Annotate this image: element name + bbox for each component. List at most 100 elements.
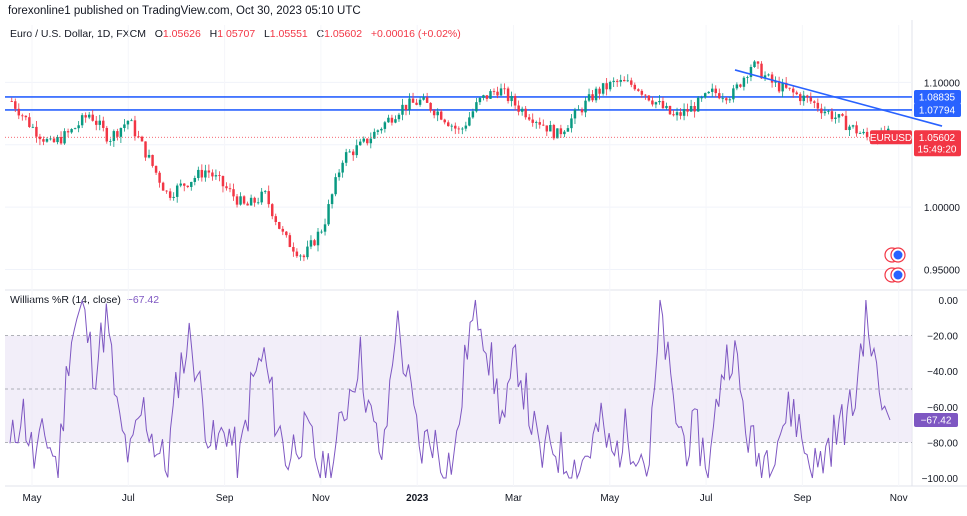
candle-body xyxy=(584,100,587,113)
candle-body xyxy=(450,125,453,127)
candle-body xyxy=(799,94,802,102)
candle-body xyxy=(207,170,211,173)
candle-body xyxy=(478,97,482,103)
close-value: 1.05602 xyxy=(324,28,363,40)
candle-body xyxy=(214,175,218,177)
candle-body xyxy=(566,128,570,132)
candle-body xyxy=(249,197,253,206)
time-tick-label: May xyxy=(600,493,619,504)
candle-body xyxy=(439,111,443,120)
williams-tick-label: −60.00 xyxy=(927,403,958,414)
candle-body xyxy=(376,130,380,132)
candle-body xyxy=(415,102,418,105)
open-label: O xyxy=(154,28,163,40)
candle-body xyxy=(87,114,91,118)
candle-body xyxy=(140,136,144,142)
candle-body xyxy=(774,81,777,83)
candle-body xyxy=(278,221,281,229)
candle-body xyxy=(753,61,756,68)
candle-body xyxy=(665,105,668,109)
candle-body xyxy=(570,118,573,129)
candle-body xyxy=(98,120,101,125)
candle-body xyxy=(309,240,313,247)
candle-body xyxy=(235,196,239,205)
candle-body xyxy=(351,151,355,156)
candle-body xyxy=(651,100,654,105)
candle-body xyxy=(682,109,686,116)
candle-body xyxy=(158,172,161,183)
candle-body xyxy=(668,105,672,115)
candle-body xyxy=(221,176,225,187)
candle-body xyxy=(422,97,425,100)
horizontal-level-label: 1.07794 xyxy=(919,105,956,116)
candle-body xyxy=(334,177,337,195)
time-tick-label: Sep xyxy=(216,493,234,504)
candle-body xyxy=(281,228,285,232)
candle-body xyxy=(344,152,348,163)
candle-body xyxy=(425,97,429,103)
candle-body xyxy=(813,101,816,103)
candle-body xyxy=(788,87,791,89)
time-tick-label: Jul xyxy=(122,493,135,504)
candle-body xyxy=(693,106,696,112)
candle-body xyxy=(323,224,327,232)
high-value: 1.05707 xyxy=(217,28,256,40)
candle-body xyxy=(591,94,594,101)
candle-body xyxy=(116,131,119,137)
candle-body xyxy=(559,128,563,135)
candle-body xyxy=(165,190,168,192)
candle-body xyxy=(457,128,461,130)
publisher-line: forexonline1 published on TradingView.co… xyxy=(8,5,361,17)
candle-body xyxy=(320,231,323,233)
candle-body xyxy=(531,119,534,123)
candle-body xyxy=(119,128,123,137)
williams-name: Williams %R (14, close) xyxy=(10,294,121,306)
candle-body xyxy=(401,104,404,115)
candle-body xyxy=(806,95,809,98)
candle-body xyxy=(851,125,855,127)
price-tick-label: 1.10000 xyxy=(924,78,961,89)
candle-body xyxy=(411,98,415,103)
candle-body xyxy=(482,95,485,98)
candle-body xyxy=(337,172,341,178)
candle-body xyxy=(601,83,605,94)
candle-body xyxy=(721,98,725,100)
candle-body xyxy=(436,111,439,116)
candle-body xyxy=(598,88,601,94)
time-tick-label: May xyxy=(23,493,42,504)
candle-body xyxy=(506,88,510,102)
candle-body xyxy=(200,169,204,178)
candle-body xyxy=(330,194,334,205)
candle-body xyxy=(228,188,232,190)
candle-body xyxy=(858,133,862,134)
candle-body xyxy=(112,131,116,141)
candle-body xyxy=(288,235,292,247)
candle-body xyxy=(802,95,805,102)
candle-body xyxy=(253,197,256,203)
candle-body xyxy=(784,82,788,88)
candle-body xyxy=(14,101,17,109)
time-tick-label: 2023 xyxy=(406,493,429,504)
candle-body xyxy=(28,117,31,127)
horizontal-level-label: 1.08835 xyxy=(919,92,956,103)
candle-body xyxy=(626,80,629,82)
candle-body xyxy=(647,95,651,101)
candle-body xyxy=(503,88,506,90)
candle-body xyxy=(285,231,288,236)
williams-tick-label: −100.00 xyxy=(922,474,959,485)
candle-body xyxy=(640,90,644,95)
candle-body xyxy=(475,102,478,112)
candle-body xyxy=(587,94,591,101)
candle-body xyxy=(327,204,330,225)
williams-tick-label: −40.00 xyxy=(927,367,958,378)
candle-body xyxy=(197,169,200,179)
candle-body xyxy=(865,131,869,137)
candle-body xyxy=(454,125,457,129)
candle-body xyxy=(260,191,263,203)
candle-body xyxy=(21,115,24,117)
candle-body xyxy=(239,196,242,205)
candle-body xyxy=(17,108,21,116)
low-value: 1.05551 xyxy=(269,28,308,40)
candle-body xyxy=(204,170,207,178)
